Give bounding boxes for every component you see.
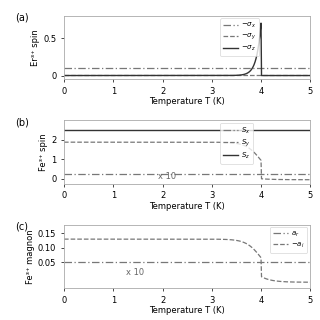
Text: (b): (b) [15, 117, 28, 127]
Text: x 10: x 10 [125, 268, 144, 277]
Y-axis label: Fe³⁺ magnon: Fe³⁺ magnon [26, 229, 35, 284]
Text: (a): (a) [15, 13, 28, 23]
Y-axis label: Er³⁺ spin: Er³⁺ spin [31, 29, 40, 66]
X-axis label: Temperature T (K): Temperature T (K) [149, 202, 225, 211]
Legend: $a_r$, $-a_i$: $a_r$, $-a_i$ [270, 227, 307, 253]
Legend: $S_x$, $S_y$, $S_z$: $S_x$, $S_y$, $S_z$ [220, 123, 253, 164]
Y-axis label: Fe³⁺ spin: Fe³⁺ spin [39, 133, 48, 171]
Legend: $-\sigma_x$, $-\sigma_y$, $-\sigma_z$: $-\sigma_x$, $-\sigma_y$, $-\sigma_z$ [220, 18, 259, 56]
X-axis label: Temperature T (K): Temperature T (K) [149, 97, 225, 106]
Text: x 10: x 10 [158, 172, 176, 180]
Text: (c): (c) [15, 221, 28, 232]
X-axis label: Temperature T (K): Temperature T (K) [149, 306, 225, 315]
